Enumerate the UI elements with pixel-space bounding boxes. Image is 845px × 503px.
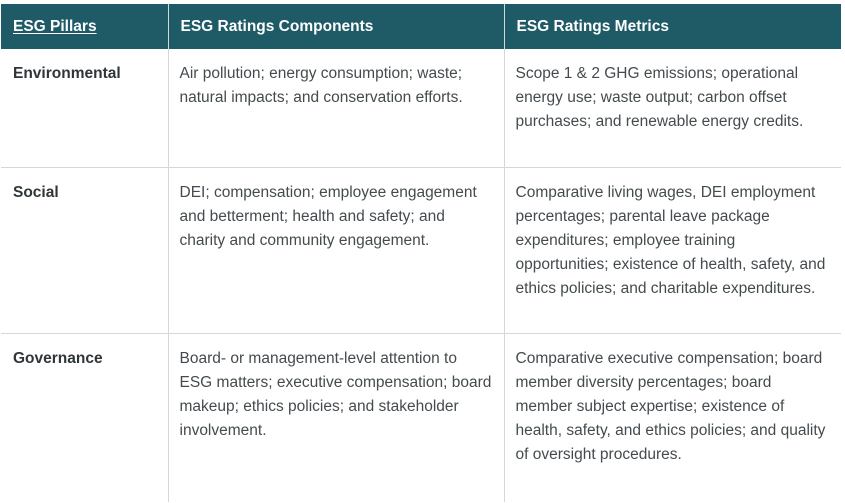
header-esg-pillars-label: ESG Pillars bbox=[13, 17, 97, 35]
header-esg-ratings-metrics: ESG Ratings Metrics bbox=[504, 4, 841, 49]
header-row: ESG Pillars ESG Ratings Components ESG R… bbox=[1, 4, 841, 49]
table-row-social: Social DEI; compensation; employee engag… bbox=[1, 167, 841, 334]
pillar-cell: Social bbox=[1, 167, 169, 334]
table-header: ESG Pillars ESG Ratings Components ESG R… bbox=[1, 4, 841, 49]
pillar-cell: Environmental bbox=[1, 49, 169, 168]
metrics-cell: Comparative living wages, DEI employment… bbox=[504, 167, 841, 334]
table-row-environmental: Environmental Air pollution; energy cons… bbox=[1, 49, 841, 168]
header-esg-pillars: ESG Pillars bbox=[1, 4, 169, 49]
metrics-cell: Scope 1 & 2 GHG emissions; operational e… bbox=[504, 49, 841, 168]
table-row-governance: Governance Board- or management-level at… bbox=[1, 333, 841, 502]
table-body: Environmental Air pollution; energy cons… bbox=[1, 49, 841, 502]
metrics-cell: Comparative executive compensation; boar… bbox=[504, 333, 841, 502]
components-cell: DEI; compensation; employee engagement a… bbox=[168, 167, 505, 334]
components-cell: Board- or management-level attention to … bbox=[168, 333, 505, 502]
header-esg-ratings-components: ESG Ratings Components bbox=[168, 4, 505, 49]
components-cell: Air pollution; energy consumption; waste… bbox=[168, 49, 505, 168]
esg-ratings-table: ESG Pillars ESG Ratings Components ESG R… bbox=[1, 4, 841, 502]
pillar-cell: Governance bbox=[1, 333, 169, 502]
